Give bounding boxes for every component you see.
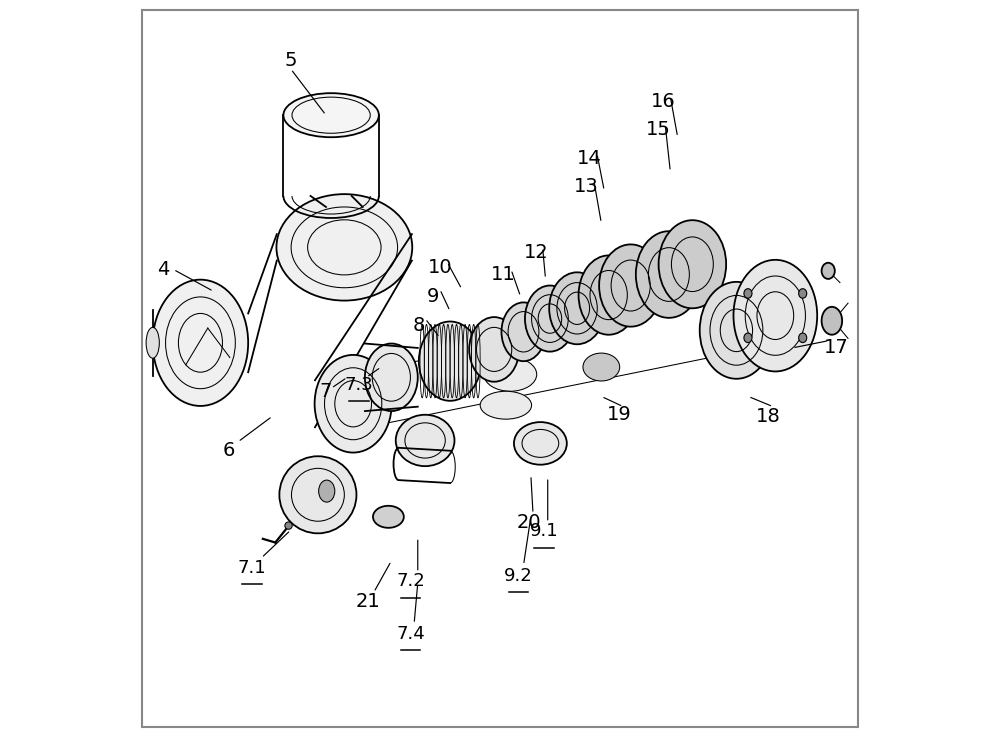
Ellipse shape [480, 391, 532, 419]
Text: 15: 15 [645, 120, 670, 139]
Ellipse shape [419, 321, 481, 401]
Text: 7.4: 7.4 [396, 625, 425, 643]
Text: 5: 5 [284, 51, 297, 69]
Ellipse shape [525, 285, 575, 352]
Text: 18: 18 [756, 407, 780, 426]
Text: 7.3: 7.3 [345, 376, 373, 394]
Ellipse shape [365, 343, 418, 411]
Text: 7.2: 7.2 [396, 573, 425, 590]
Text: 12: 12 [524, 243, 549, 262]
Ellipse shape [599, 245, 662, 326]
Text: 20: 20 [517, 513, 542, 532]
Text: 13: 13 [574, 177, 599, 196]
Ellipse shape [583, 353, 620, 381]
Text: 17: 17 [824, 338, 849, 357]
Ellipse shape [319, 480, 335, 502]
Ellipse shape [315, 355, 392, 453]
Text: 6: 6 [222, 441, 235, 460]
Ellipse shape [469, 317, 519, 382]
Text: 8: 8 [413, 316, 425, 335]
Text: 7.1: 7.1 [238, 559, 266, 577]
Ellipse shape [146, 327, 159, 358]
Text: 21: 21 [355, 593, 380, 612]
Text: 4: 4 [158, 260, 170, 279]
Text: 9.1: 9.1 [530, 523, 558, 540]
Ellipse shape [285, 522, 292, 529]
Ellipse shape [396, 415, 454, 466]
Ellipse shape [700, 282, 773, 379]
Ellipse shape [579, 256, 639, 335]
Ellipse shape [659, 220, 726, 308]
Ellipse shape [744, 289, 752, 298]
Text: 7: 7 [320, 383, 332, 402]
Text: 11: 11 [491, 265, 516, 284]
Text: 19: 19 [607, 405, 631, 424]
Ellipse shape [283, 93, 379, 137]
Ellipse shape [279, 456, 356, 534]
Ellipse shape [549, 272, 605, 344]
Ellipse shape [501, 302, 546, 361]
Text: 9: 9 [426, 287, 439, 306]
Ellipse shape [799, 289, 807, 298]
Text: 14: 14 [577, 149, 602, 168]
Ellipse shape [373, 506, 404, 528]
Text: 16: 16 [651, 92, 675, 111]
Ellipse shape [799, 333, 807, 343]
Ellipse shape [514, 422, 567, 465]
Ellipse shape [636, 231, 702, 318]
Ellipse shape [733, 260, 817, 371]
Ellipse shape [484, 357, 537, 391]
Text: 9.2: 9.2 [504, 567, 533, 584]
Ellipse shape [822, 307, 842, 335]
Ellipse shape [744, 333, 752, 343]
Ellipse shape [153, 279, 248, 406]
Ellipse shape [822, 263, 835, 279]
Ellipse shape [276, 194, 412, 301]
Text: 10: 10 [427, 258, 452, 276]
